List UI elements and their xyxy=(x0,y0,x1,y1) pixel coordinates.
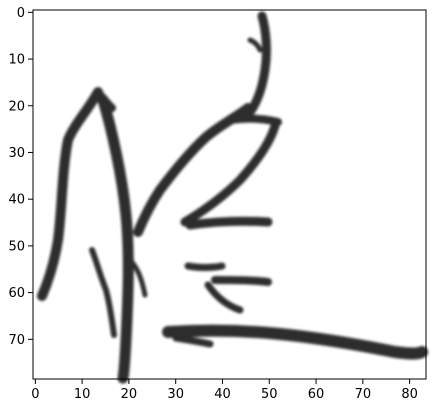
x-tick-label: 50 xyxy=(261,387,278,402)
axes-frame xyxy=(32,9,427,380)
x-tick-label: 0 xyxy=(31,387,39,402)
y-tick-label: 50 xyxy=(8,239,25,254)
x-tick-label: 70 xyxy=(355,387,372,402)
x-tick-label: 80 xyxy=(401,387,418,402)
y-tick-label: 60 xyxy=(8,286,25,301)
y-tick-label: 20 xyxy=(8,99,25,114)
x-tick-label: 10 xyxy=(74,387,91,402)
y-tick-label: 40 xyxy=(8,193,25,208)
x-tick-label: 60 xyxy=(308,387,325,402)
y-tick-label: 0 xyxy=(17,6,25,21)
y-tick-label: 10 xyxy=(8,53,25,68)
y-tick-label: 30 xyxy=(8,146,25,161)
x-tick-label: 20 xyxy=(121,387,138,402)
y-tick-label: 70 xyxy=(8,333,25,348)
x-axis: 0 10 20 30 40 50 60 70 80 xyxy=(31,379,418,402)
x-tick-label: 30 xyxy=(167,387,184,402)
character-image xyxy=(37,11,428,384)
x-tick-label: 40 xyxy=(214,387,231,402)
y-axis: 0 10 20 30 40 50 60 70 xyxy=(8,6,33,348)
